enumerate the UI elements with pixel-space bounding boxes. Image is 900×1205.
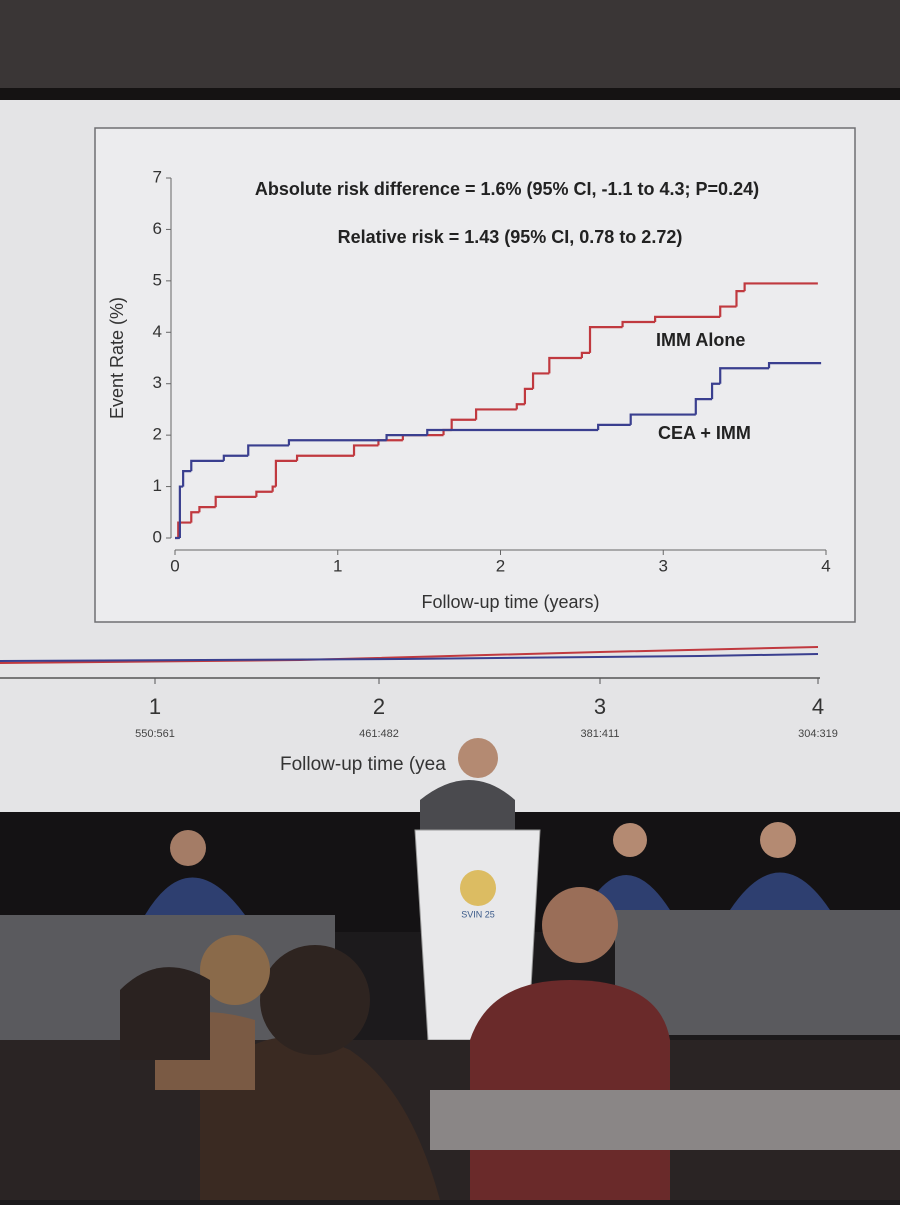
step-segment	[588, 326, 623, 353]
at-risk-label: 550:561	[135, 728, 175, 740]
table	[615, 910, 900, 1035]
step-segment	[719, 305, 737, 317]
x-tick-label: 1	[333, 556, 342, 575]
step-segment	[177, 521, 192, 538]
lower-curve	[0, 653, 819, 662]
audience-head	[542, 887, 618, 963]
audience-member	[120, 967, 210, 1060]
series-label: CEA + IMM	[658, 423, 751, 443]
panelist-head	[760, 822, 796, 858]
step-segment	[694, 398, 713, 415]
x-axis-label: Follow-up time (years)	[421, 592, 599, 612]
step-segment	[474, 408, 517, 420]
step-segment	[190, 459, 224, 472]
ceiling	[0, 0, 900, 100]
y-tick-label: 6	[153, 219, 162, 238]
chart-frame	[94, 127, 856, 623]
y-tick-label: 2	[153, 425, 162, 444]
step-segment	[621, 320, 656, 328]
step-segment	[719, 367, 770, 384]
step-segment	[426, 428, 599, 436]
y-tick-label: 1	[153, 476, 162, 495]
lower-tick-label: 2	[373, 694, 385, 719]
lower-tick-label: 1	[149, 694, 161, 719]
at-risk-label: 304:319	[798, 728, 838, 740]
lower-tick-label: 3	[594, 694, 606, 719]
step-segment	[182, 470, 192, 487]
step-segment	[385, 434, 428, 441]
step-segment	[274, 459, 298, 487]
panelist	[730, 872, 830, 910]
step-segment	[222, 454, 249, 461]
step-segment	[735, 290, 745, 307]
lower-axis-label: Follow-up time (yea	[280, 754, 446, 775]
step-segment	[287, 439, 387, 446]
y-tick-label: 7	[153, 167, 162, 186]
speaker	[420, 780, 515, 830]
step-segment	[255, 490, 273, 497]
step-segment	[198, 506, 216, 513]
step-segment	[710, 382, 721, 400]
podium-logo	[460, 870, 496, 906]
lower-tick-label: 4	[812, 694, 824, 719]
at-risk-label: 381:411	[581, 728, 620, 740]
step-segment	[247, 444, 289, 456]
series-label: IMM Alone	[656, 330, 745, 350]
y-tick-label: 4	[153, 322, 162, 341]
panelist-head	[170, 830, 206, 866]
step-segment	[597, 423, 631, 430]
podium-logo-text: SVIN 25	[461, 909, 495, 919]
step-segment	[548, 356, 582, 374]
step-segment	[767, 362, 822, 369]
step-segment	[515, 403, 525, 410]
audience-member	[200, 1036, 440, 1200]
x-tick-label: 3	[659, 556, 668, 575]
at-risk-label: 461:482	[359, 728, 399, 740]
step-segment	[743, 282, 818, 292]
step-segment	[580, 351, 591, 358]
x-tick-label: 2	[496, 556, 505, 575]
speaker-head	[458, 738, 498, 778]
audience-head	[200, 935, 270, 1005]
y-axis-label: Event Rate (%)	[107, 297, 127, 419]
x-tick-label: 4	[821, 556, 830, 575]
panelist	[145, 877, 245, 915]
panelist-head	[613, 823, 647, 857]
y-tick-label: 5	[153, 270, 162, 289]
step-segment	[352, 444, 379, 456]
annotation: Absolute risk difference = 1.6% (95% CI,…	[255, 179, 759, 199]
step-segment	[295, 454, 355, 461]
step-segment	[450, 418, 477, 430]
step-segment	[654, 315, 721, 322]
lower-curve	[0, 646, 819, 664]
audience-table	[430, 1090, 900, 1150]
step-segment	[214, 495, 257, 508]
screen-frame	[0, 88, 900, 102]
step-segment	[523, 387, 534, 405]
x-tick-label: 0	[170, 556, 179, 575]
step-segment	[190, 511, 200, 523]
annotation: Relative risk = 1.43 (95% CI, 0.78 to 2.…	[338, 227, 683, 247]
y-tick-label: 0	[153, 527, 162, 546]
audience-head	[260, 945, 370, 1055]
step-segment	[531, 372, 550, 389]
step-segment	[629, 413, 696, 425]
y-tick-label: 3	[153, 373, 162, 392]
